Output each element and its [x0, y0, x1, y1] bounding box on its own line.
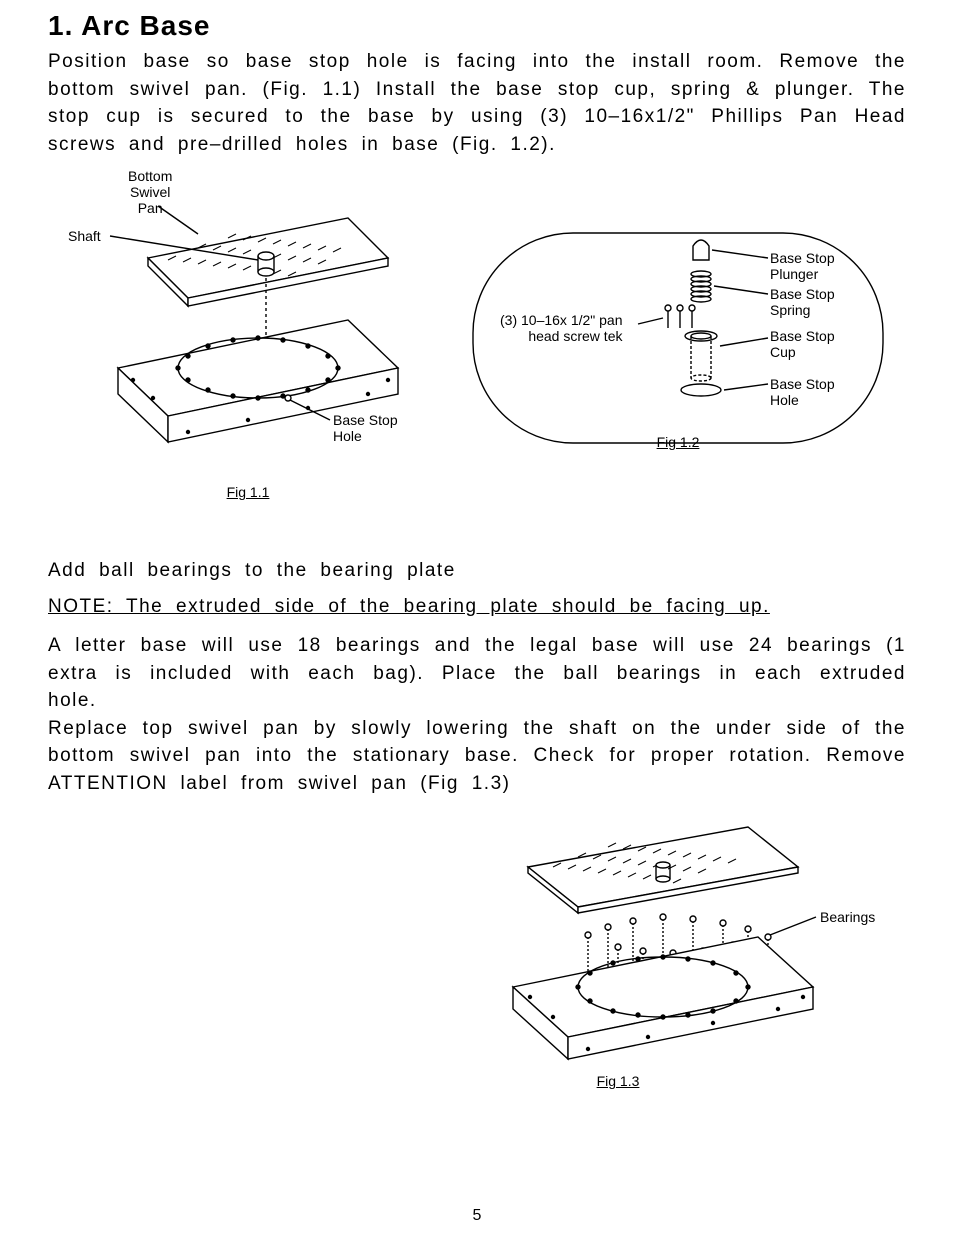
note-extruded: NOTE: The extruded side of the bearing p… [48, 596, 906, 618]
figure-1-3-caption: Fig 1.3 [588, 1073, 648, 1089]
figure-1-2-caption: Fig 1.2 [648, 434, 708, 450]
label-bearings: Bearings [820, 909, 875, 925]
paragraph-1: Position base so base stop hole is facin… [48, 48, 906, 158]
figure-1-2: Base StopPlunger Base StopSpring Base St… [468, 228, 888, 450]
figure-row-1: BottomSwivelPan Shaft Base StopHole [48, 198, 906, 500]
figure-1-1-caption: Fig 1.1 [48, 484, 448, 500]
label-base-stop-hole: Base StopHole [333, 412, 398, 444]
label-spring: Base StopSpring [770, 286, 835, 318]
diagram-icon [468, 817, 888, 1067]
figure-1-1: BottomSwivelPan Shaft Base StopHole [48, 198, 448, 500]
paragraph-2: A letter base will use 18 bearings and t… [48, 632, 906, 715]
subheading-bearings: Add ball bearings to the bearing plate [48, 560, 906, 582]
page-number: 5 [0, 1207, 954, 1225]
label-bottom-swivel-pan: BottomSwivelPan [128, 168, 172, 216]
label-screws: (3) 10–16x 1/2" panhead screw tek [500, 312, 623, 344]
label-shaft: Shaft [68, 228, 101, 244]
paragraph-3: Replace top swivel pan by slowly lowerin… [48, 715, 906, 798]
label-plunger: Base StopPlunger [770, 250, 835, 282]
figure-1-3: Bearings [468, 817, 888, 1089]
section-heading: 1. Arc Base [48, 10, 906, 42]
label-hole: Base StopHole [770, 376, 835, 408]
label-cup: Base StopCup [770, 328, 835, 360]
